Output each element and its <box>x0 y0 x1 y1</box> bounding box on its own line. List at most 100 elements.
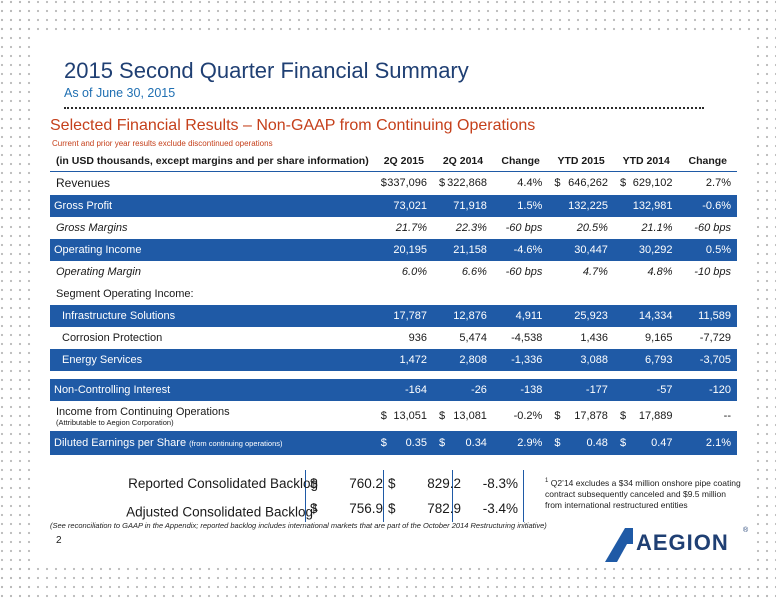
section-title: Selected Financial Results – Non-GAAP fr… <box>50 117 536 134</box>
cell: 2,808 <box>432 349 493 371</box>
cell: $322,868 <box>432 170 493 195</box>
logo-registered-mark: ® <box>743 527 749 534</box>
cell: 20,195 <box>374 239 433 261</box>
backlog-divider <box>383 470 384 522</box>
cell: -0.6% <box>678 195 737 217</box>
cell: 20.5% <box>576 222 608 234</box>
cell: $629,102 <box>613 170 679 195</box>
cell: $17,878 <box>554 410 608 422</box>
row-label: Revenues <box>50 170 375 195</box>
cell: -164 <box>374 379 433 401</box>
cell: 0.5% <box>678 239 737 261</box>
column-header: YTD 2014 <box>622 154 670 167</box>
cell: 30,447 <box>548 239 614 261</box>
row-sublabel: (Attributable to Aegion Corporation) <box>56 417 174 427</box>
cell: 2.9% <box>492 431 549 455</box>
row-label: Income from Continuing Operations (Attri… <box>50 401 375 431</box>
column-header: Change <box>688 154 728 167</box>
table-row-revenues: Revenues $337,096 $322,868 4.4% $646,262… <box>50 170 737 195</box>
backlog-row-reported: Reported Consolidated Backlog $760.2 $82… <box>98 471 528 496</box>
cell: 4.7% <box>582 266 608 278</box>
cell: 21.1% <box>641 222 673 234</box>
section-note: Current and prior year results exclude d… <box>52 139 273 148</box>
table-row-infrastructure: Infrastructure Solutions 17,787 12,876 4… <box>50 305 737 327</box>
cell: -1,336 <box>492 349 549 371</box>
row-label: Operating Income <box>50 239 375 261</box>
cell: 1,436 <box>580 332 608 344</box>
table-spacer <box>50 371 737 379</box>
backlog-change: -3.4% <box>482 501 518 516</box>
reconciliation-note: (See reconciliation to GAAP in the Appen… <box>50 521 547 530</box>
cell: -177 <box>548 379 614 401</box>
cell: 6.6% <box>461 266 487 278</box>
cell: $13,051 <box>380 410 427 422</box>
cell: 9,165 <box>644 332 673 344</box>
cell: -60 bps <box>694 222 731 234</box>
row-label: Diluted Earnings per Share (from continu… <box>50 431 375 455</box>
cell: -10 bps <box>694 266 731 278</box>
backlog-value: $782.9 <box>388 501 461 516</box>
cell: $13,081 <box>438 410 487 422</box>
page-title: 2015 Second Quarter Financial Summary <box>64 58 469 83</box>
cell: 71,918 <box>432 195 493 217</box>
cell: 2.7% <box>678 170 737 195</box>
cell: 4,911 <box>492 305 549 327</box>
title-divider <box>64 107 704 109</box>
row-label: Non-Controlling Interest <box>50 379 375 401</box>
backlog-row-adjusted: Adjusted Consolidated Backlog1 $756.9 $7… <box>98 496 528 521</box>
row-label: Gross Margins <box>56 222 128 234</box>
backlog-value: $829.2 <box>388 476 461 491</box>
cell: 4.4% <box>492 170 549 195</box>
table-row-corrosion: Corrosion Protection 936 5,474 -4,538 1,… <box>50 327 737 349</box>
cell: $646,262 <box>548 170 614 195</box>
column-header: Change <box>501 154 540 167</box>
table-header-row: (in USD thousands, except margins and pe… <box>50 151 737 171</box>
cell: 73,021 <box>374 195 433 217</box>
cell: -4,538 <box>511 332 543 344</box>
cell: -3,705 <box>678 349 737 371</box>
cell: 6.0% <box>401 266 427 278</box>
backlog-divider <box>523 470 524 522</box>
cell: 14,334 <box>613 305 679 327</box>
row-label: Corrosion Protection <box>62 332 163 344</box>
cell: -- <box>723 410 731 422</box>
aegion-logo-icon <box>605 528 633 562</box>
cell: 5,474 <box>459 332 487 344</box>
cell: 132,225 <box>548 195 614 217</box>
column-header: 2Q 2015 <box>383 154 424 167</box>
column-header: 2Q 2014 <box>442 154 484 167</box>
cell: 4.8% <box>647 266 673 278</box>
cell: -57 <box>613 379 679 401</box>
row-label: Gross Profit <box>50 195 375 217</box>
table-row-energy: Energy Services 1,472 2,808 -1,336 3,088… <box>50 349 737 371</box>
cell: 25,923 <box>548 305 614 327</box>
cell: -26 <box>432 379 493 401</box>
cell: 2.1% <box>678 431 737 455</box>
cell: -0.2% <box>513 410 543 422</box>
backlog-divider <box>452 470 453 522</box>
table-row-gross-profit: Gross Profit 73,021 71,918 1.5% 132,225 … <box>50 195 737 217</box>
cell: 936 <box>408 332 427 344</box>
cell: 21,158 <box>432 239 493 261</box>
backlog-value: $760.2 <box>310 476 383 491</box>
cell: 11,589 <box>678 305 737 327</box>
table-row-income-continuing: Income from Continuing Operations (Attri… <box>50 401 737 431</box>
table-row-segment-heading: Segment Operating Income: <box>50 283 737 305</box>
logo-text: AEGION <box>636 530 729 555</box>
table-row-eps: Diluted Earnings per Share (from continu… <box>50 431 737 455</box>
cell: -7,729 <box>699 332 731 344</box>
page-subtitle: As of June 30, 2015 <box>64 86 176 100</box>
column-header: YTD 2015 <box>557 154 605 167</box>
financial-results-table: (in USD thousands, except margins and pe… <box>50 151 737 455</box>
table-row-operating-margin: Operating Margin 6.0% 6.6% -60 bps 4.7% … <box>50 261 737 283</box>
cell: 3,088 <box>548 349 614 371</box>
footnote: 1 Q2’14 excludes a $34 million onshore p… <box>545 477 741 510</box>
cell: $337,096 <box>374 170 433 195</box>
cell: $0.47 <box>613 431 679 455</box>
table-row-nci: Non-Controlling Interest -164 -26 -138 -… <box>50 379 737 401</box>
cell: 30,292 <box>613 239 679 261</box>
backlog-label: Adjusted Consolidated Backlog1 <box>126 503 318 520</box>
cell: 132,981 <box>613 195 679 217</box>
cell: $0.34 <box>432 431 493 455</box>
backlog-summary: Reported Consolidated Backlog $760.2 $82… <box>98 471 528 521</box>
